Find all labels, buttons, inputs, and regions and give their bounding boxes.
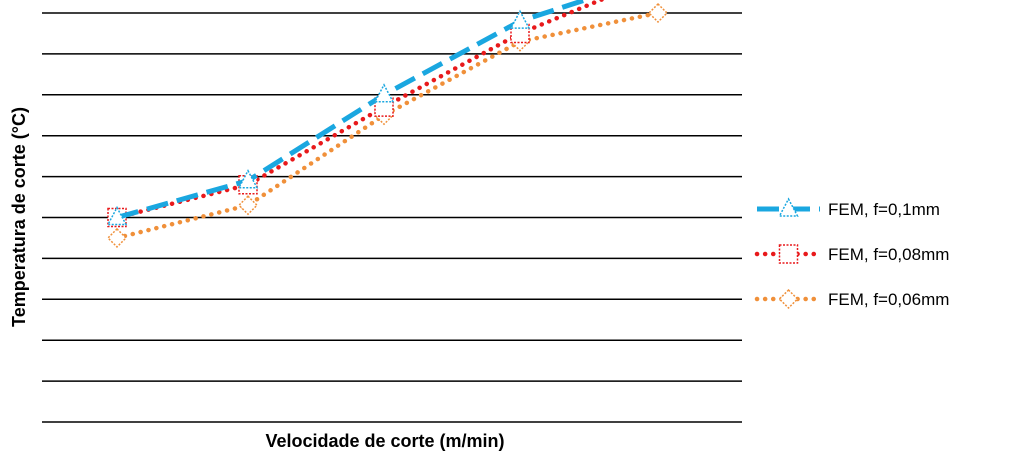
series-1 (106, 0, 594, 226)
legend-marker (778, 244, 799, 264)
legend-label: FEM, f=0,08mm (828, 245, 949, 264)
legend-label: FEM, f=0,06mm (828, 290, 949, 309)
x-axis-title: Velocidade de corte (m/min) (265, 431, 504, 451)
series-layer (106, 0, 669, 249)
legend-item: FEM, f=0,1mm (757, 197, 940, 219)
legend-marker (778, 197, 799, 217)
data-point-marker (509, 9, 531, 29)
gridlines (42, 12, 742, 423)
legend: FEM, f=0,1mm FEM, f=0,08mm FEM, f=0,06mm (754, 197, 949, 310)
series-3 (106, 2, 669, 249)
data-point-marker (647, 2, 669, 24)
data-point-marker (237, 195, 259, 216)
data-point-marker (106, 205, 128, 226)
legend-marker (778, 288, 799, 310)
data-point-marker (373, 83, 395, 103)
legend-item: FEM, f=0,06mm (754, 288, 949, 310)
legend-item: FEM, f=0,08mm (754, 244, 949, 264)
series-2 (107, 0, 607, 228)
y-axis-title: Temperatura de corte (°C) (9, 107, 29, 327)
series-line (114, 10, 661, 241)
data-point-marker (237, 169, 259, 189)
data-point-marker (106, 227, 128, 249)
legend-label: FEM, f=0,1mm (828, 200, 940, 219)
